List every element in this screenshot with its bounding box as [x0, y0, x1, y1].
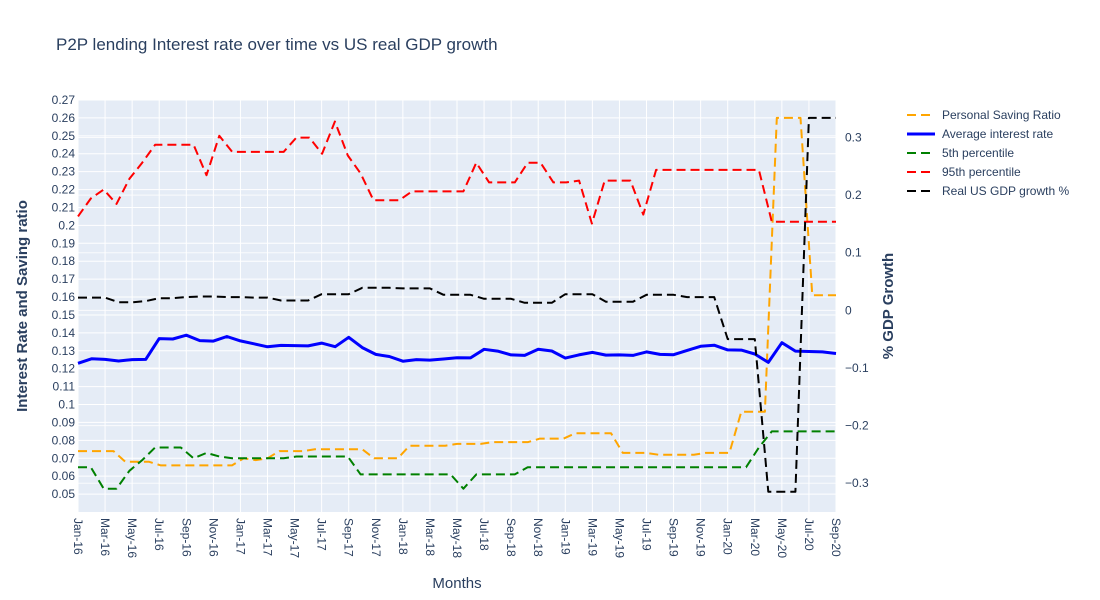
y-left-tick-label: 0.26: [52, 111, 76, 125]
y-right-axis-title: % GDP Growth: [880, 253, 897, 359]
y-left-tick-label: 0.06: [52, 469, 76, 483]
y-left-tick-label: 0.25: [52, 129, 76, 143]
y-left-tick-label: 0.17: [52, 272, 76, 286]
y-left-tick-label: 0.08: [52, 433, 76, 447]
legend: Personal Saving Ratio Average interest ra…: [907, 108, 1069, 198]
y-right-tick-label: −0.2: [845, 419, 869, 433]
x-tick-label: May-18: [450, 518, 464, 558]
x-tick-label: Jan-20: [721, 518, 735, 555]
x-tick-label: Nov-18: [531, 518, 545, 557]
series-line: [78, 116, 836, 467]
series-line: [77, 120, 836, 225]
legend-label[interactable]: Personal Saving Ratio: [942, 108, 1061, 122]
y-left-tick-label: 0.19: [52, 236, 76, 250]
x-tick-label: Mar-19: [585, 518, 599, 556]
x-tick-label: Jan-17: [233, 518, 247, 555]
x-tick-label: Mar-20: [748, 518, 762, 556]
legend-label[interactable]: Average interest rate: [942, 127, 1054, 141]
y-left-tick-label: 0.11: [53, 380, 76, 394]
chart-title: P2P lending Interest rate over time vs U…: [56, 35, 498, 54]
x-tick-label: Nov-17: [369, 518, 383, 557]
x-tick-label: Jul-17: [315, 518, 329, 551]
x-tick-label: Nov-16: [206, 518, 220, 557]
x-tick-label: Mar-17: [261, 518, 275, 556]
y-left-tick-label: 0.21: [52, 200, 76, 214]
y-left-tick-label: 0.13: [52, 344, 76, 358]
x-tick-label: May-16: [125, 518, 139, 558]
y-left-tick-label: 0.16: [52, 290, 76, 304]
series-line: [78, 116, 836, 493]
x-tick-label: Mar-18: [423, 518, 437, 556]
legend-label[interactable]: Real US GDP growth %: [942, 184, 1069, 198]
x-tick-label: Sep-17: [342, 518, 356, 557]
x-tick-label: Jul-16: [152, 518, 166, 551]
y-left-tick-label: 0.2: [58, 218, 75, 232]
y-right-tick-label: −0.1: [845, 361, 869, 375]
y-left-tick-label: 0.05: [52, 487, 76, 501]
y-left-tick-label: 0.1: [58, 398, 75, 412]
x-tick-label: Sep-19: [667, 518, 681, 557]
y-right-tick-label: 0.1: [845, 246, 862, 260]
y-left-axis-ticks: 0.05 0.06 0.07 0.08 0.09 0.1 0.11 0.12 0.13 0.14 0…: [52, 93, 76, 501]
y-right-tick-label: 0: [845, 303, 852, 317]
y-left-axis-title: Interest Rate and Saving ratio: [14, 200, 31, 412]
x-tick-label: May-17: [288, 518, 302, 558]
y-left-tick-label: 0.23: [52, 165, 76, 179]
y-left-tick-label: 0.07: [52, 451, 76, 465]
series-line: [77, 333, 837, 365]
x-tick-label: Nov-19: [694, 518, 708, 557]
x-axis-ticks: Jan-16 Mar-16 May-16 Jul-16 Sep-16 Nov-16 Jan-…: [71, 518, 843, 558]
series-layer: [77, 116, 837, 493]
x-tick-label: Jan-19: [558, 518, 572, 555]
x-tick-label: Jul-19: [640, 518, 654, 551]
legend-label[interactable]: 95th percentile: [942, 165, 1021, 179]
y-left-tick-label: 0.14: [52, 326, 76, 340]
x-tick-label: Jul-20: [802, 518, 816, 551]
series-line: [78, 430, 836, 490]
y-right-tick-label: −0.3: [845, 476, 869, 490]
y-left-tick-label: 0.18: [52, 254, 76, 268]
x-tick-label: Jul-18: [477, 518, 491, 551]
y-left-tick-label: 0.12: [52, 362, 76, 376]
x-tick-label: May-19: [612, 518, 626, 558]
y-right-tick-label: 0.3: [845, 130, 862, 144]
y-left-tick-label: 0.24: [52, 147, 76, 161]
x-tick-label: Jan-16: [71, 518, 85, 555]
y-left-tick-label: 0.27: [52, 93, 76, 107]
legend-label[interactable]: 5th percentile: [942, 146, 1014, 160]
y-left-tick-label: 0.15: [52, 308, 76, 322]
y-left-tick-label: 0.22: [52, 183, 76, 197]
y-left-tick-label: 0.09: [52, 415, 76, 429]
x-tick-label: Sep-18: [504, 518, 518, 557]
x-tick-label: Sep-16: [179, 518, 193, 557]
y-right-tick-label: 0.2: [845, 188, 862, 202]
x-axis-title: Months: [432, 575, 481, 592]
x-tick-label: Sep-20: [829, 518, 843, 557]
y-right-axis-ticks: −0.3 −0.2 −0.1 0 0.1 0.2 0.3: [845, 130, 869, 490]
x-tick-label: May-20: [775, 518, 789, 558]
x-tick-label: Jan-18: [396, 518, 410, 555]
x-tick-label: Mar-16: [98, 518, 112, 556]
